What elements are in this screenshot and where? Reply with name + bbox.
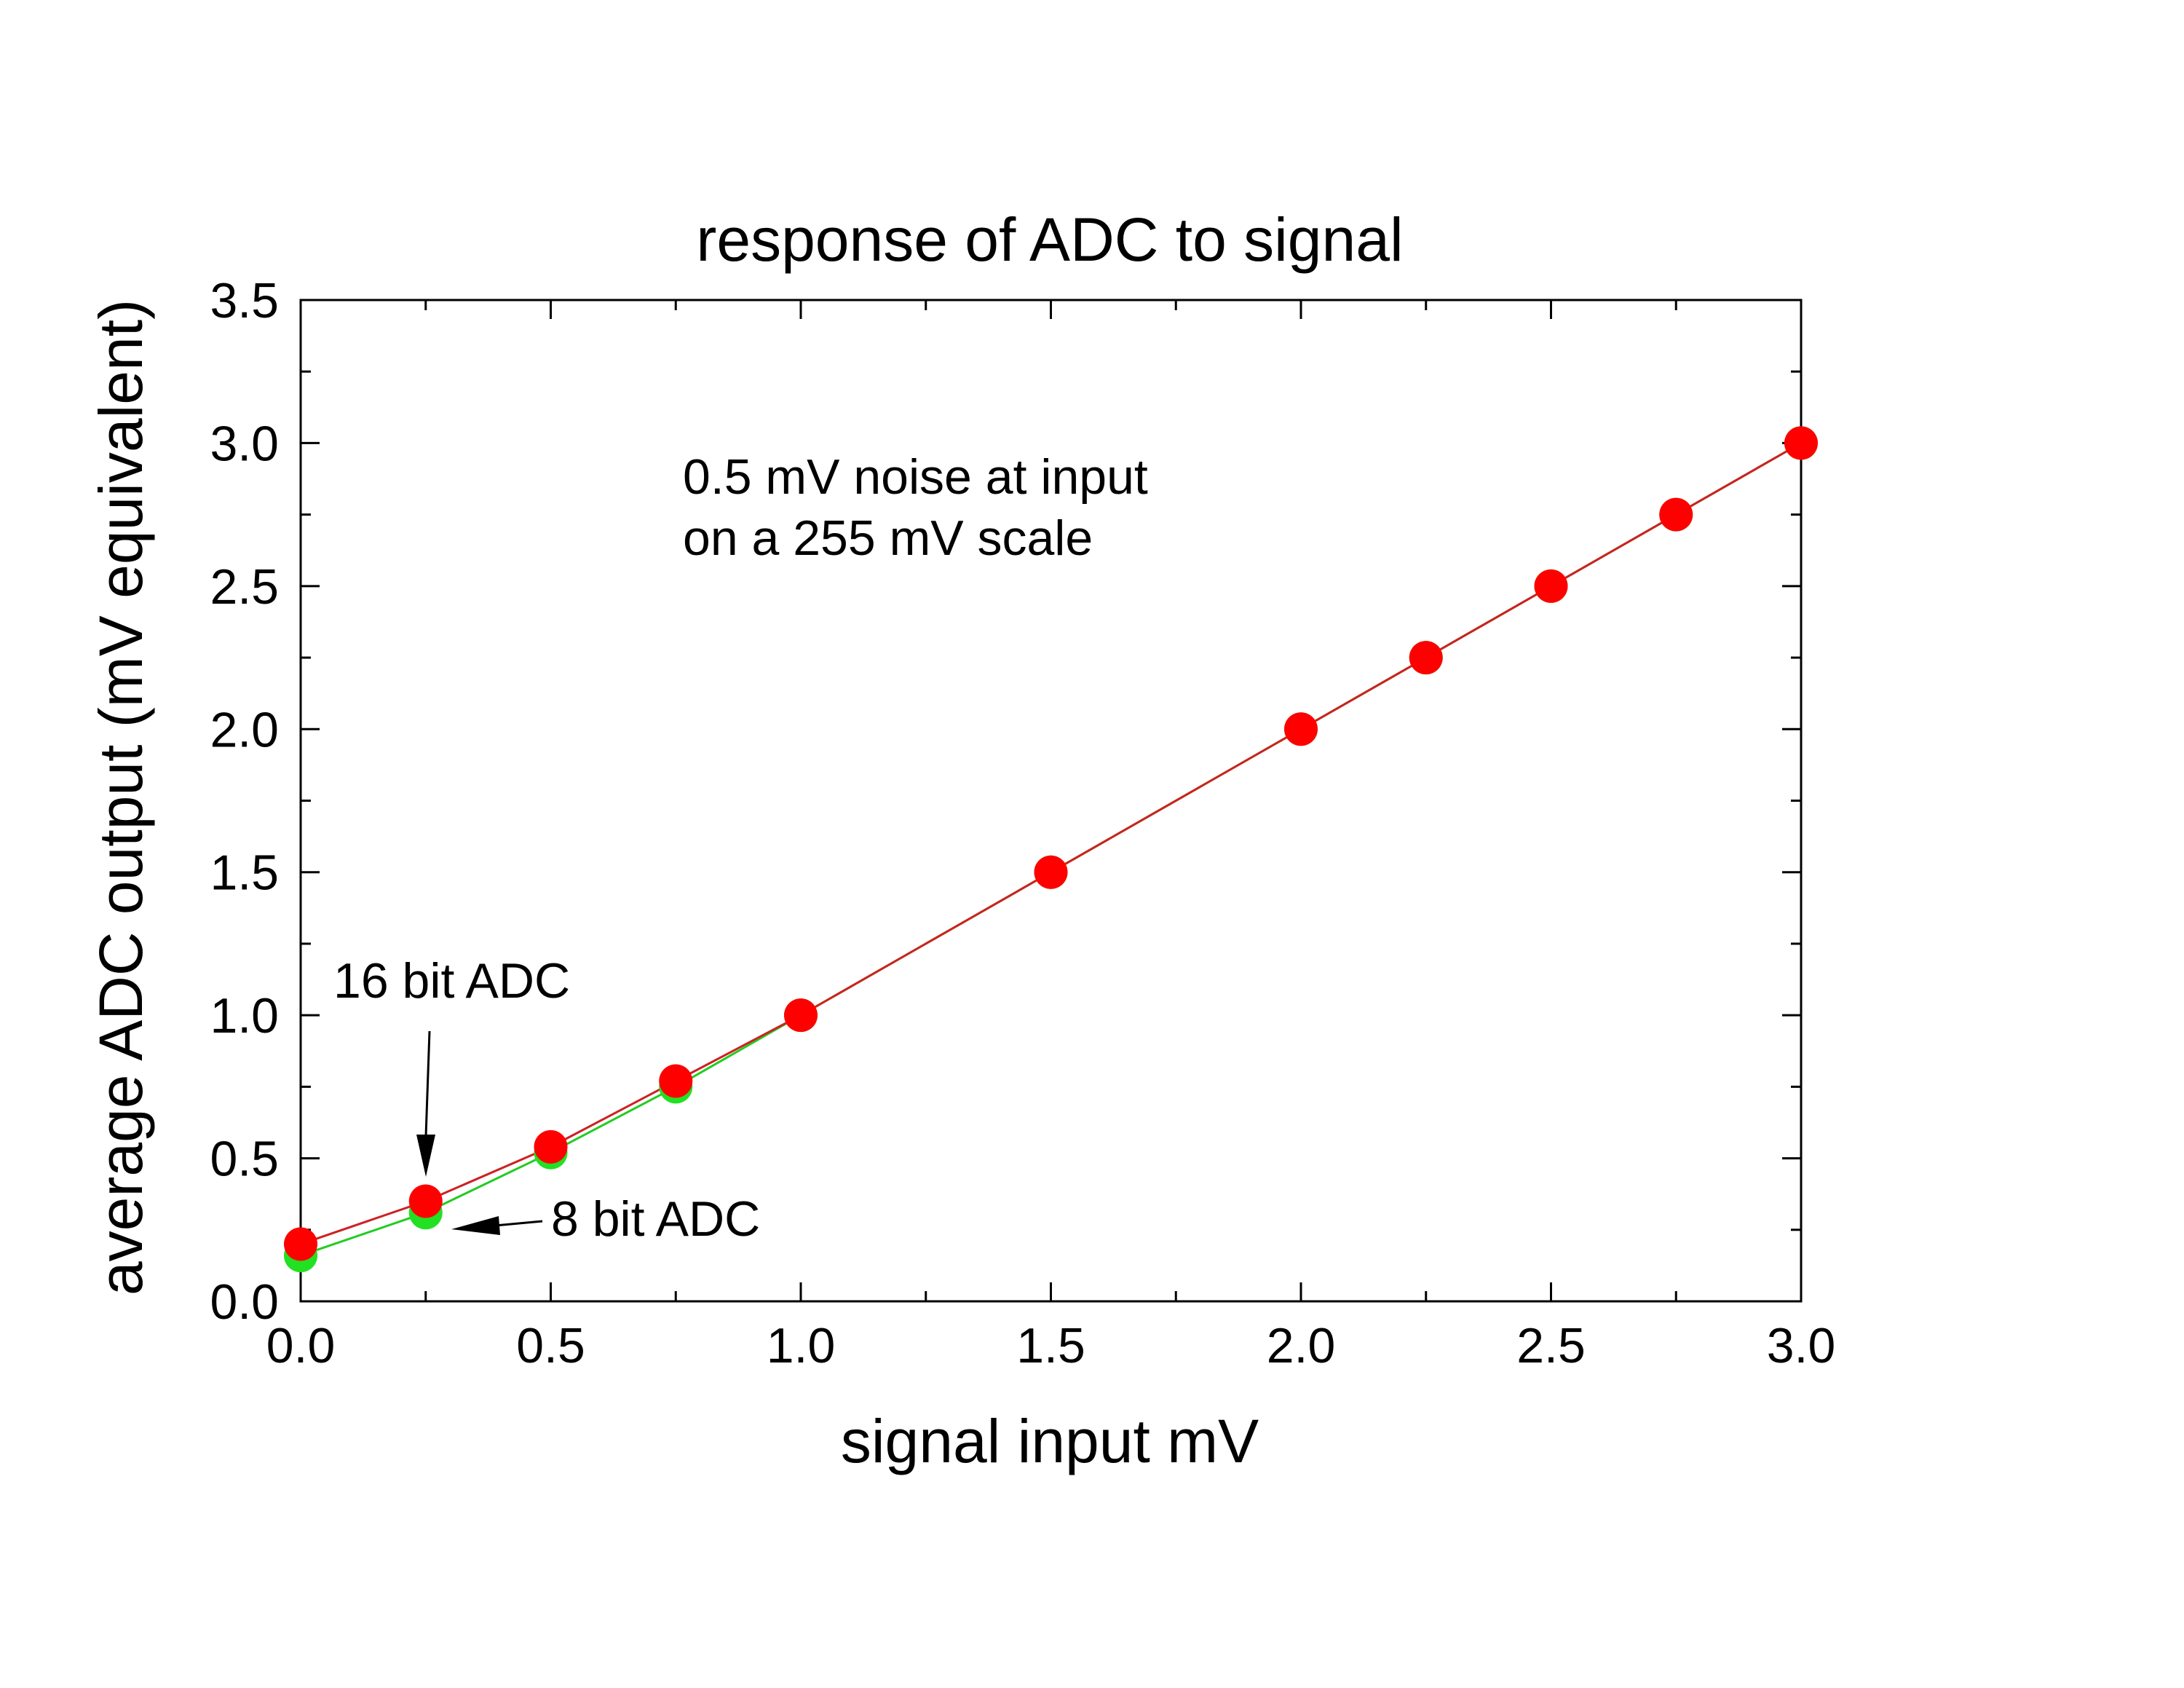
y-tick-label: 0.0: [210, 1274, 279, 1330]
arrow-8-bit: [451, 1216, 543, 1235]
y-axis-label: average ADC output (mV equivalent): [87, 299, 155, 1295]
y-tick-label: 2.0: [210, 702, 279, 757]
data-point: [1409, 641, 1443, 675]
x-tick-label: 1.0: [767, 1318, 836, 1373]
data-point: [284, 1227, 317, 1261]
y-tick-label: 0.5: [210, 1132, 279, 1187]
y-tick-label: 3.5: [210, 273, 279, 328]
annotation-noise-line1: 0.5 mV noise at input: [683, 449, 1148, 505]
data-point: [1034, 855, 1068, 889]
data-point: [1534, 569, 1568, 603]
data-point: [1284, 712, 1318, 746]
x-tick-label: 0.5: [516, 1318, 585, 1373]
data-point: [784, 998, 818, 1033]
data-point: [408, 1184, 443, 1218]
chart-title: response of ADC to signal: [696, 205, 1403, 274]
y-axis: 0.0 0.5 1.0 1.5 2.0 2.5 3.0 3.5: [210, 273, 1801, 1330]
data-point: [1659, 497, 1693, 532]
data-point: [659, 1064, 693, 1098]
y-tick-label: 3.0: [210, 416, 279, 471]
y-tick-label: 1.0: [210, 988, 279, 1044]
arrow-16-bit: [416, 1030, 435, 1177]
data-point: [1784, 426, 1818, 460]
x-tick-label: 2.0: [1267, 1318, 1336, 1373]
x-tick-label: 0.0: [266, 1318, 336, 1373]
x-axis: 0.0 0.5 1.0 1.5 2.0 2.5 3.0: [266, 300, 1836, 1373]
y-tick-label: 1.5: [210, 845, 279, 901]
series-layer: [284, 426, 1818, 1273]
data-point: [534, 1129, 568, 1164]
annotation-noise-line2: on a 255 mV scale: [683, 510, 1093, 566]
x-tick-label: 2.5: [1516, 1318, 1586, 1373]
x-tick-label: 1.5: [1016, 1318, 1085, 1373]
x-tick-label: 3.0: [1767, 1318, 1836, 1373]
label-8-bit-adc: 8 bit ADC: [551, 1191, 760, 1247]
y-tick-label: 2.5: [210, 559, 279, 615]
x-axis-label: signal input mV: [841, 1407, 1259, 1475]
label-16-bit-adc: 16 bit ADC: [333, 953, 570, 1009]
